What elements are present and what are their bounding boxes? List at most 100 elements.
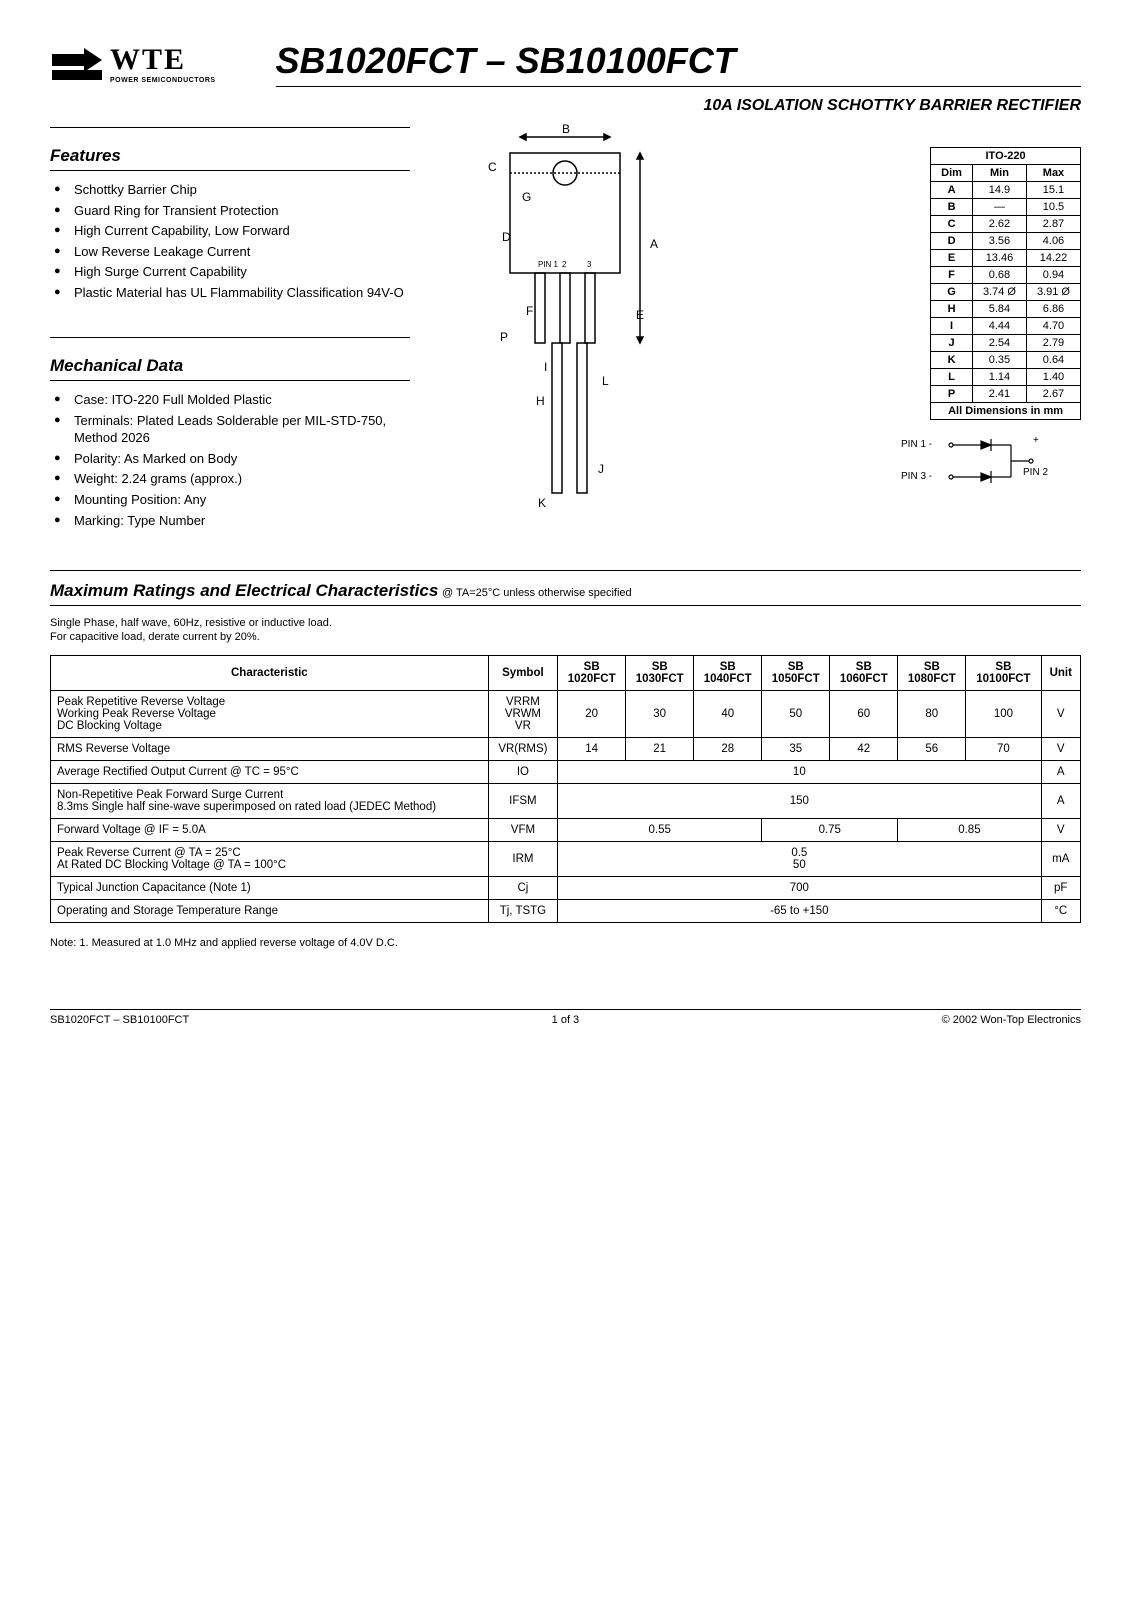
feature-item: High Current Capability, Low Forward [50, 222, 410, 240]
table-row: F 0.68 0.94 [931, 267, 1081, 284]
col-part: SB1030FCT [626, 655, 694, 690]
col-part: SB1060FCT [830, 655, 898, 690]
char-cell: Peak Repetitive Reverse VoltageWorking P… [51, 690, 489, 737]
dim-cell: 3.91 Ø [1026, 284, 1080, 301]
val-cell: 10 [558, 760, 1041, 783]
sym-cell: IO [488, 760, 557, 783]
val-cell: 150 [558, 783, 1041, 818]
dim-label: G [522, 190, 531, 204]
feature-item: Low Reverse Leakage Current [50, 243, 410, 261]
feature-item: Guard Ring for Transient Protection [50, 202, 410, 220]
dim-cell: 2.87 [1026, 216, 1080, 233]
char-cell: Average Rectified Output Current @ TC = … [51, 760, 489, 783]
unit-cell: A [1041, 783, 1081, 818]
dim-table-footer: All Dimensions in mm [931, 403, 1081, 420]
ratings-table: Characteristic Symbol SB1020FCT SB1030FC… [50, 655, 1081, 923]
footer-center: 1 of 3 [552, 1014, 580, 1026]
dim-cell: 0.35 [972, 352, 1026, 369]
val-cell: 60 [830, 690, 898, 737]
val-cell: 20 [558, 690, 626, 737]
val-cell: 700 [558, 876, 1041, 899]
table-row: E 13.46 14.22 [931, 250, 1081, 267]
unit-cell: A [1041, 760, 1081, 783]
char-cell: Peak Reverse Current @ TA = 25°CAt Rated… [51, 841, 489, 876]
mech-item: Marking: Type Number [50, 512, 410, 530]
features-rule-bot [50, 170, 410, 171]
dim-cell: 2.41 [972, 386, 1026, 403]
table-row: Peak Reverse Current @ TA = 25°CAt Rated… [51, 841, 1081, 876]
val-cell: 28 [694, 737, 762, 760]
char-cell: Typical Junction Capacitance (Note 1) [51, 876, 489, 899]
sym-cell: Cj [488, 876, 557, 899]
dim-cell: 2.79 [1026, 335, 1080, 352]
dim-cell: 13.46 [972, 250, 1026, 267]
dim-cell: 14.22 [1026, 250, 1080, 267]
table-row: I 4.44 4.70 [931, 318, 1081, 335]
logo-subtext: POWER SEMICONDUCTORS [110, 77, 216, 84]
dim-label: B [562, 123, 570, 136]
pin-schematic: PIN 1 - PIN 3 - + PIN 2 [901, 433, 1051, 496]
right-column: B C G A D F E P I L H J K PIN 1 2 3 ITO-… [440, 123, 1081, 546]
val-cell: 70 [966, 737, 1041, 760]
val-cell: 0.75 [762, 818, 898, 841]
dim-cell: K [931, 352, 973, 369]
dim-cell: H [931, 301, 973, 318]
col-part: SB1050FCT [762, 655, 830, 690]
logo-arrow-icon [50, 40, 104, 86]
mech-rule-top [50, 337, 410, 338]
val-cell: 100 [966, 690, 1041, 737]
sym-cell: Tj, TSTG [488, 899, 557, 922]
footer-right: © 2002 Won-Top Electronics [942, 1014, 1081, 1026]
table-row: Operating and Storage Temperature Range … [51, 899, 1081, 922]
char-cell: RMS Reverse Voltage [51, 737, 489, 760]
table-row: Average Rectified Output Current @ TC = … [51, 760, 1081, 783]
sym-cell: VFM [488, 818, 557, 841]
dim-cell: 6.86 [1026, 301, 1080, 318]
dim-label: I [544, 360, 547, 374]
unit-cell: °C [1041, 899, 1081, 922]
dim-col-min: Min [972, 165, 1026, 182]
val-cell: 0.85 [898, 818, 1041, 841]
dim-cell: E [931, 250, 973, 267]
sym-cell: IFSM [488, 783, 557, 818]
table-row: J 2.54 2.79 [931, 335, 1081, 352]
dim-label: C [488, 160, 497, 174]
mech-item: Terminals: Plated Leads Solderable per M… [50, 412, 410, 447]
sym-cell: VRRMVRWMVR [488, 690, 557, 737]
unit-cell: mA [1041, 841, 1081, 876]
dim-cell: 4.06 [1026, 233, 1080, 250]
val-cell: 30 [626, 690, 694, 737]
unit-cell: V [1041, 690, 1081, 737]
val-cell: 0.55 [558, 818, 762, 841]
table-row: L 1.14 1.40 [931, 369, 1081, 386]
val-cell: 0.550 [558, 841, 1041, 876]
val-cell: 80 [898, 690, 966, 737]
dim-label: J [598, 462, 604, 476]
mech-item: Mounting Position: Any [50, 491, 410, 509]
unit-cell: pF [1041, 876, 1081, 899]
val-cell: 50 [762, 690, 830, 737]
pin1-label: PIN 1 - [901, 439, 932, 450]
dim-cell: 0.64 [1026, 352, 1080, 369]
sym-cell: VR(RMS) [488, 737, 557, 760]
char-cell: Non-Repetitive Peak Forward Surge Curren… [51, 783, 489, 818]
feature-item: Plastic Material has UL Flammability Cla… [50, 284, 410, 302]
pin3-label: PIN 3 - [901, 471, 932, 482]
col-part: SB10100FCT [966, 655, 1041, 690]
feature-item: Schottky Barrier Chip [50, 181, 410, 199]
unit-cell: V [1041, 737, 1081, 760]
ratings-heading: Maximum Ratings and Electrical Character… [50, 581, 438, 600]
dim-cell: 5.84 [972, 301, 1026, 318]
ratings-rule-top [50, 570, 1081, 571]
table-row: RMS Reverse Voltage VR(RMS)1421283542567… [51, 737, 1081, 760]
col-symbol: Symbol [488, 655, 557, 690]
mech-item: Weight: 2.24 grams (approx.) [50, 470, 410, 488]
dim-cell: 2.54 [972, 335, 1026, 352]
ratings-note: Single Phase, half wave, 60Hz, resistive… [50, 616, 1081, 645]
table-row: G 3.74 Ø 3.91 Ø [931, 284, 1081, 301]
val-cell: 56 [898, 737, 966, 760]
table-row: P 2.41 2.67 [931, 386, 1081, 403]
plus-label: + [1033, 435, 1039, 446]
mech-rule-bot [50, 380, 410, 381]
val-cell: 35 [762, 737, 830, 760]
